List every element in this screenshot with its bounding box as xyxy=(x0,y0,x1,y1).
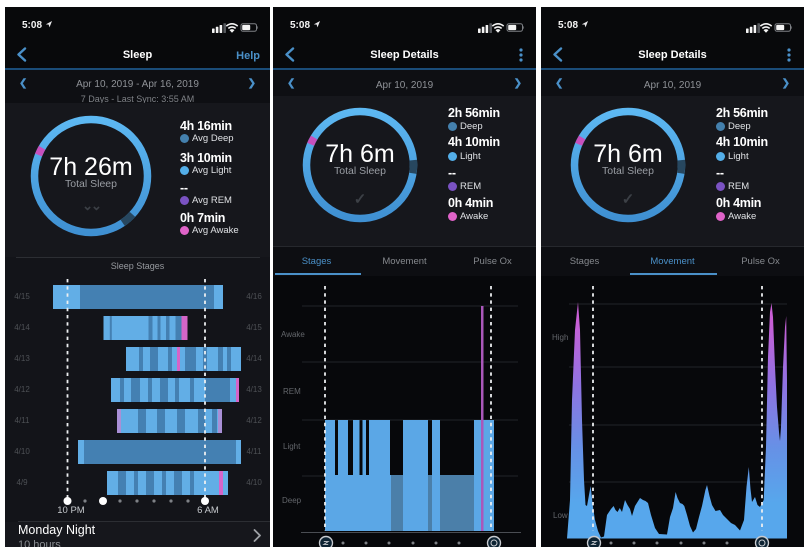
svg-text:4/14: 4/14 xyxy=(14,323,30,332)
svg-text:High: High xyxy=(552,333,568,342)
svg-text:4/15: 4/15 xyxy=(246,323,262,332)
svg-text:4/15: 4/15 xyxy=(14,292,30,301)
svg-text:4/10: 4/10 xyxy=(246,478,262,487)
svg-text:4/13: 4/13 xyxy=(14,354,30,363)
svg-text:4/10: 4/10 xyxy=(14,447,30,456)
svg-text:REM: REM xyxy=(283,387,301,396)
svg-text:4/9: 4/9 xyxy=(16,478,28,487)
svg-text:4/11: 4/11 xyxy=(15,416,31,425)
svg-text:4/11: 4/11 xyxy=(247,447,263,456)
svg-text:Low: Low xyxy=(553,511,568,520)
svg-text:6 AM: 6 AM xyxy=(197,505,219,514)
svg-text:10 PM: 10 PM xyxy=(57,505,85,514)
svg-text:4/14: 4/14 xyxy=(246,354,262,363)
svg-text:4/12: 4/12 xyxy=(246,416,262,425)
svg-text:4/13: 4/13 xyxy=(246,385,262,394)
svg-text:4/16: 4/16 xyxy=(246,292,262,301)
svg-text:Deep: Deep xyxy=(282,496,302,505)
svg-text:Awake: Awake xyxy=(281,330,305,339)
svg-text:4/12: 4/12 xyxy=(14,385,30,394)
svg-text:Light: Light xyxy=(283,442,301,451)
